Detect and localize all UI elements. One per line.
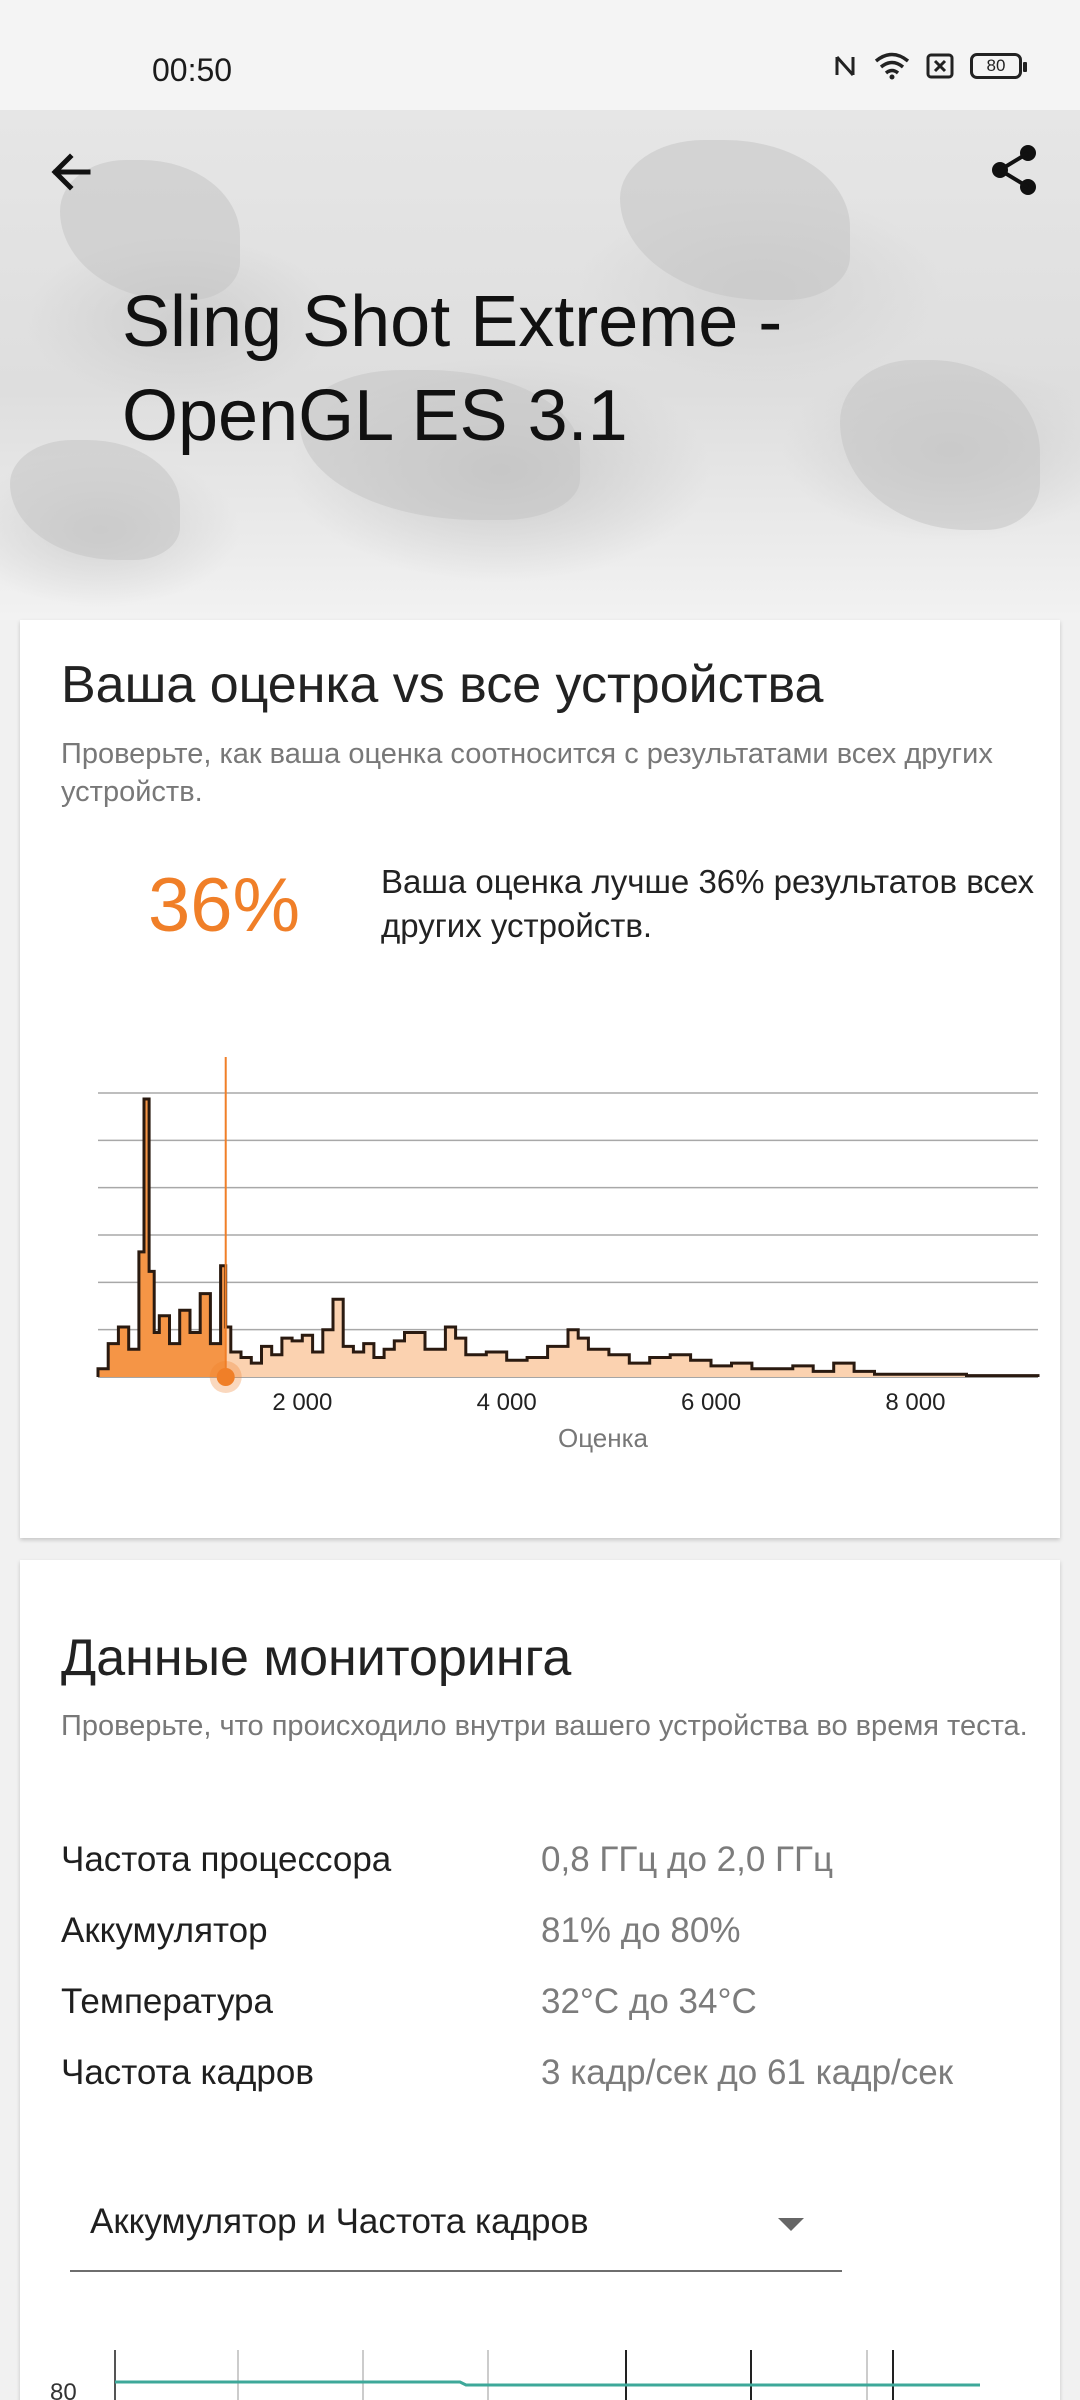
score-distribution-chart: 2 000 4 000 6 000 8 000 Оценка — [96, 1057, 1040, 1453]
comparison-subtitle: Проверьте, как ваша оценка соотносится с… — [61, 738, 993, 808]
x-axis-label: Оценка — [558, 1423, 649, 1453]
monitoring-value: 32°C до 34°C — [541, 1981, 757, 2021]
monitoring-row-cpu: Частота процессора 0,8 ГГц до 2,0 ГГц — [61, 1824, 1041, 1895]
battery-level: 80 — [986, 56, 1006, 75]
monitoring-title: Данные мониторинга — [61, 1629, 572, 1687]
nfc-icon — [835, 56, 855, 76]
monitoring-row-battery: Аккумулятор 81% до 80% — [61, 1895, 1041, 1966]
monitoring-row-temperature: Температура 32°C до 34°C — [61, 1966, 1041, 2037]
arrow-left-icon[interactable] — [44, 144, 100, 200]
status-bar: 00:50 80 — [0, 0, 1080, 110]
score-description: Ваша оценка лучше 36% результатов всех д… — [381, 863, 1035, 944]
mini-chart-y-label: 80 — [50, 2379, 77, 2400]
wifi-icon — [874, 52, 910, 80]
dropdown-selected-label: Аккумулятор и Частота кадров — [90, 2202, 589, 2241]
monitoring-label: Частота процессора — [61, 1839, 392, 1879]
monitoring-label: Аккумулятор — [61, 1910, 268, 1950]
monitoring-label: Частота кадров — [61, 2052, 314, 2092]
monitoring-label: Температура — [61, 1981, 273, 2021]
distribution-outline — [96, 1097, 1040, 1378]
share-icon[interactable] — [984, 140, 1044, 200]
status-icons: 80 — [832, 52, 1027, 80]
monitoring-value: 3 кадр/сек до 61 кадр/сек — [541, 2052, 954, 2092]
battery-icon: 80 — [970, 53, 1027, 79]
chevron-down-icon — [778, 2218, 804, 2231]
x-tick-label: 6 000 — [681, 1389, 741, 1416]
x-tick-label: 8 000 — [885, 1389, 945, 1416]
monitoring-value: 81% до 80% — [541, 1910, 741, 1950]
page-title: Sling Shot Extreme - OpenGL ES 3.1 — [122, 282, 783, 456]
monitoring-subtitle: Проверьте, что происходило внутри вашего… — [61, 1710, 1028, 1742]
monitoring-table: Частота процессора 0,8 ГГц до 2,0 ГГц Ак… — [61, 1824, 1041, 2108]
score-percent: 36% — [148, 863, 301, 948]
sim-off-icon — [926, 53, 954, 79]
comparison-title: Ваша оценка vs все устройства — [61, 656, 824, 714]
monitoring-row-framerate: Частота кадров 3 кадр/сек до 61 кадр/сек — [61, 2037, 1041, 2108]
status-time: 00:50 — [152, 52, 233, 88]
chart-metric-dropdown[interactable]: Аккумулятор и Частота кадров — [70, 2180, 842, 2272]
user-score-marker — [216, 1368, 235, 1386]
score-comparison-card: Ваша оценка vs все устройства Проверьте,… — [20, 620, 1060, 1538]
header-banner: Sling Shot Extreme - OpenGL ES 3.1 — [0, 110, 1080, 620]
x-tick-label: 2 000 — [272, 1389, 332, 1416]
monitoring-mini-chart: 80 — [50, 2350, 980, 2400]
monitoring-value: 0,8 ГГц до 2,0 ГГц — [541, 1839, 833, 1879]
x-tick-label: 4 000 — [477, 1389, 537, 1416]
distribution-area-below-score — [98, 1099, 226, 1377]
monitoring-card: Данные мониторинга Проверьте, что происх… — [20, 1560, 1060, 2400]
